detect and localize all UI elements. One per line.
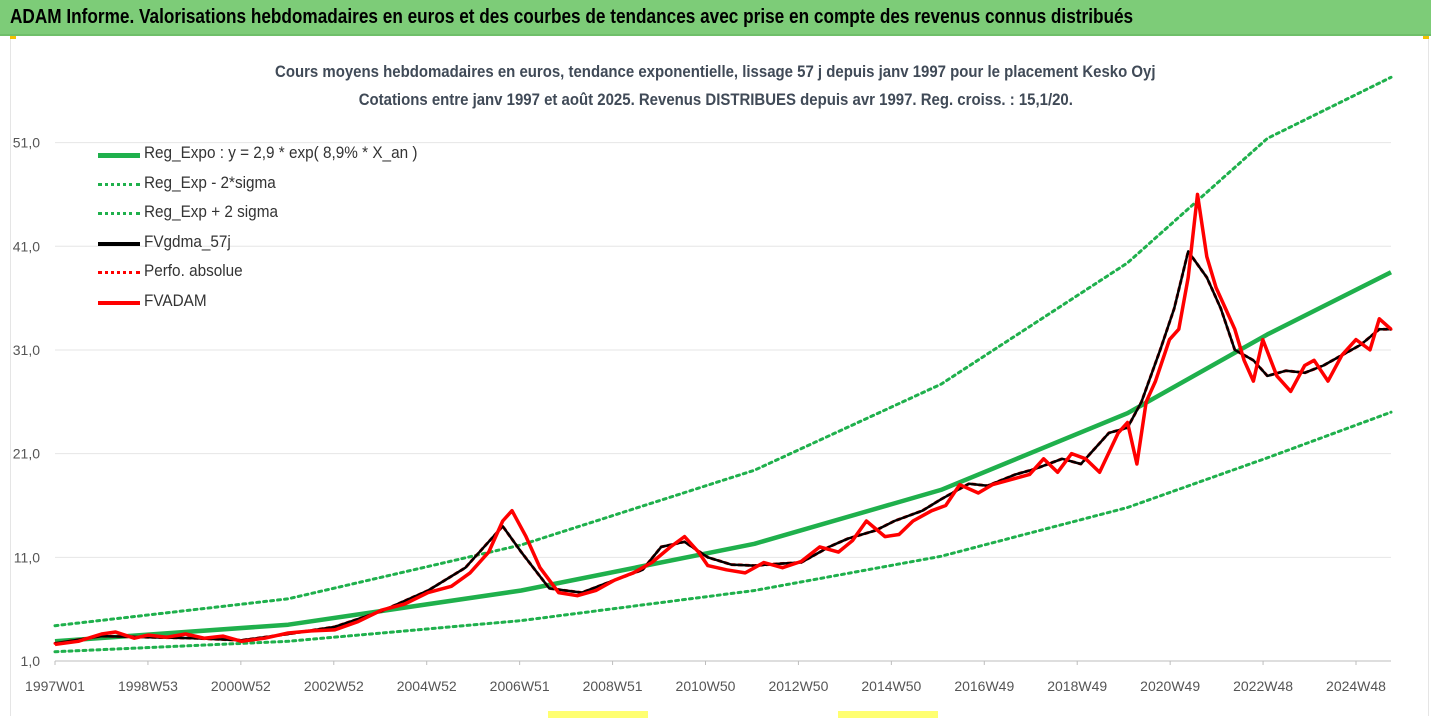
x-tick-label: 2014W50 bbox=[861, 678, 921, 694]
chart-title-text: Cours moyens hebdomadaires en euros, ten… bbox=[275, 62, 1156, 81]
x-tick-label: 2020W49 bbox=[1140, 678, 1200, 694]
sheet-tab-marker bbox=[548, 711, 648, 718]
frame-corner-top-right bbox=[1423, 36, 1429, 39]
chart-frame bbox=[10, 36, 1429, 716]
legend-swatch bbox=[98, 241, 140, 246]
x-tick-label: 1997W01 bbox=[25, 678, 85, 694]
series-line bbox=[53, 75, 1393, 628]
series-line bbox=[54, 192, 1393, 647]
frame-corner-top-left bbox=[10, 36, 16, 39]
legend-swatch bbox=[98, 182, 140, 186]
x-tick-label: 2016W49 bbox=[954, 678, 1014, 694]
x-tick-label: 2012W50 bbox=[768, 678, 828, 694]
chart-subtitle-text: Cotations entre janv 1997 et août 2025. … bbox=[358, 90, 1073, 109]
x-tick-label: 2004W52 bbox=[397, 678, 457, 694]
y-tick-label: 51,0 bbox=[13, 135, 40, 151]
series-line bbox=[53, 410, 1393, 654]
y-tick-label: 21,0 bbox=[13, 446, 40, 462]
legend-label: Reg_Exp + 2 sigma bbox=[144, 202, 278, 221]
legend-label: FVADAM bbox=[144, 290, 207, 310]
legend-swatch bbox=[98, 153, 140, 158]
report-banner: ADAM Informe. Valorisations hebdomadaire… bbox=[0, 0, 1431, 36]
y-tick-label: 41,0 bbox=[13, 238, 40, 254]
x-tick-label: 2010W50 bbox=[676, 678, 736, 694]
series-line bbox=[54, 250, 1391, 645]
series-line bbox=[54, 270, 1393, 644]
x-tick-label: 1998W53 bbox=[118, 678, 178, 694]
x-tick-label: 2006W51 bbox=[490, 678, 550, 694]
legend-label: Perfo. absolue bbox=[144, 261, 243, 280]
chart-subtitle: Cotations entre janv 1997 et août 2025. … bbox=[0, 90, 1431, 110]
series-line bbox=[53, 249, 1393, 645]
legend-label: Reg_Exp - 2*sigma bbox=[144, 172, 276, 192]
x-tick-label: 2022W48 bbox=[1233, 678, 1293, 694]
x-tick-label: 2002W52 bbox=[304, 678, 364, 694]
sheet-tab-marker bbox=[838, 711, 938, 718]
legend-swatch bbox=[98, 271, 140, 274]
y-tick-label: 11,0 bbox=[14, 549, 40, 565]
y-tick-label: 1,0 bbox=[21, 653, 41, 669]
banner-title: ADAM Informe. Valorisations hebdomadaire… bbox=[10, 6, 1134, 28]
y-tick-label: 31,0 bbox=[13, 342, 40, 358]
x-tick-label: 2008W51 bbox=[583, 678, 643, 694]
chart-title: Cours moyens hebdomadaires en euros, ten… bbox=[0, 62, 1431, 82]
legend-label: Reg_Expo : y = 2,9 * exp( 8,9% * X_an ) bbox=[144, 143, 418, 162]
legend-swatch bbox=[98, 300, 140, 305]
x-tick-label: 2018W49 bbox=[1047, 678, 1107, 694]
x-tick-label: 2000W52 bbox=[211, 678, 271, 694]
legend-swatch bbox=[98, 212, 140, 215]
x-tick-label: 2024W48 bbox=[1326, 678, 1386, 694]
legend-label: FVgdma_57j bbox=[144, 231, 231, 251]
